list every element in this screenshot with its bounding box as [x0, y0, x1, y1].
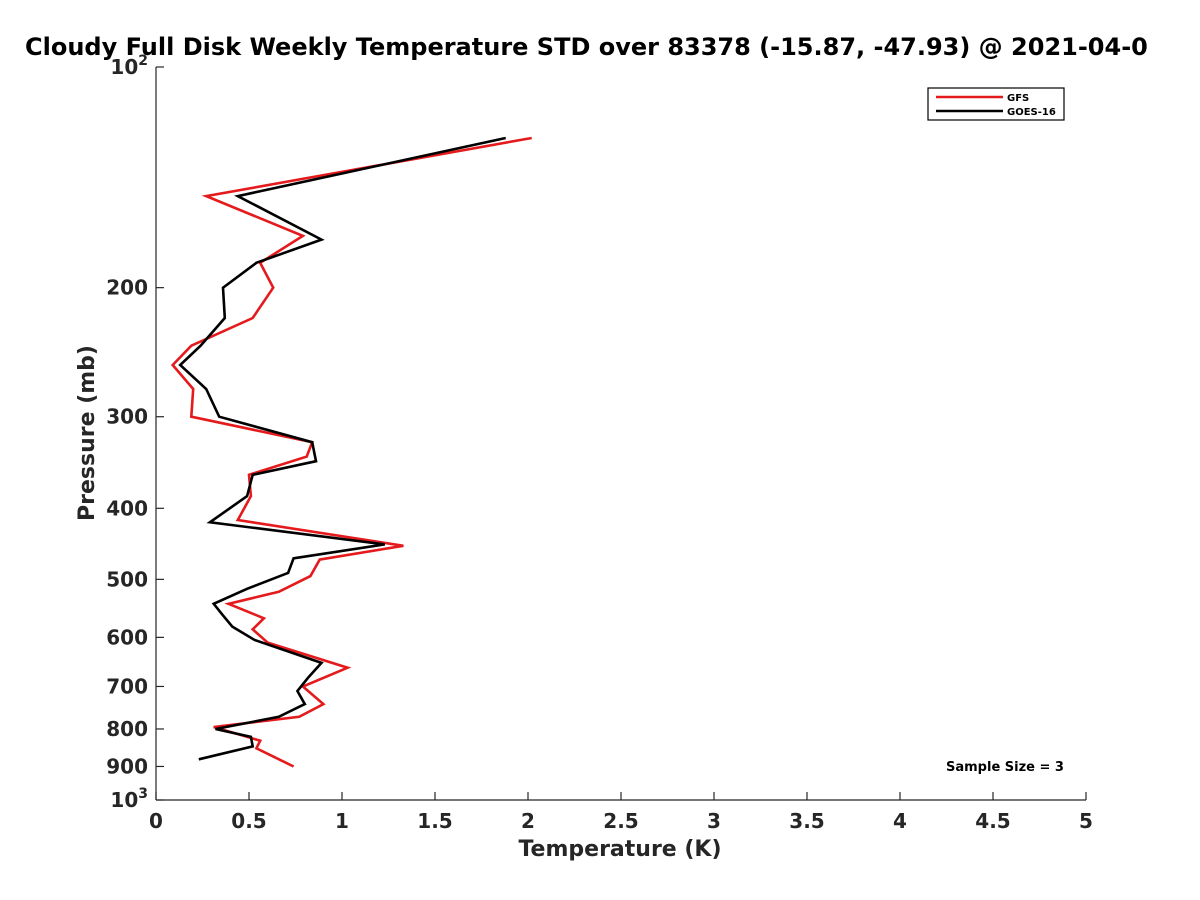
y-tick-label: 400 [106, 496, 148, 520]
y-tick-label: 103 [110, 786, 148, 812]
plot-area: 0 0.5 1 1.5 2 2.5 3 3.5 4 4.5 5 102 200 300 400 500 600… [106, 53, 1093, 833]
y-tick-label: 600 [106, 625, 148, 649]
y-tick-label: 500 [106, 567, 148, 591]
x-tick-label: 1.5 [417, 809, 452, 833]
sample-size-annotation: Sample Size = 3 [946, 760, 1064, 775]
legend-box [927, 87, 1065, 121]
x-tick-label: 3 [707, 809, 721, 833]
legend-label-gfs: GFS [1007, 93, 1029, 104]
series-layer [170, 136, 532, 768]
x-tick-label: 4 [893, 809, 907, 833]
x-tick-label: 2.5 [603, 809, 638, 833]
y-tick-label: 900 [106, 754, 148, 778]
x-tick-label: 3.5 [789, 809, 824, 833]
x-tick-label: 5 [1079, 809, 1093, 833]
y-tick-label: 200 [106, 276, 148, 300]
x-tick-label: 4.5 [975, 809, 1010, 833]
legend-label-goes16: GOES-16 [1007, 107, 1056, 118]
x-tick-label: 0.5 [231, 809, 266, 833]
y-tick-label: 102 [110, 53, 148, 79]
x-axis-label: Temperature (K) [518, 837, 721, 862]
y-tick-label: 700 [106, 674, 148, 698]
series-line-gfs [170, 136, 532, 768]
y-axis-ticks: 102 200 300 400 500 600 700 800 900 103 [106, 53, 164, 812]
x-tick-label: 2 [521, 809, 535, 833]
chart-title: Cloudy Full Disk Weekly Temperature STD … [25, 33, 1148, 61]
y-axis-label: Pressure (mb) [75, 345, 100, 521]
series-line-goes16 [178, 136, 506, 761]
x-axis-ticks: 0 0.5 1 1.5 2 2.5 3 3.5 4 4.5 5 [149, 792, 1093, 833]
x-tick-label: 1 [335, 809, 349, 833]
y-tick-label: 300 [106, 405, 148, 429]
legend: GFS GOES-16 [927, 87, 1065, 121]
x-tick-label: 0 [149, 809, 163, 833]
y-tick-label: 800 [106, 717, 148, 741]
